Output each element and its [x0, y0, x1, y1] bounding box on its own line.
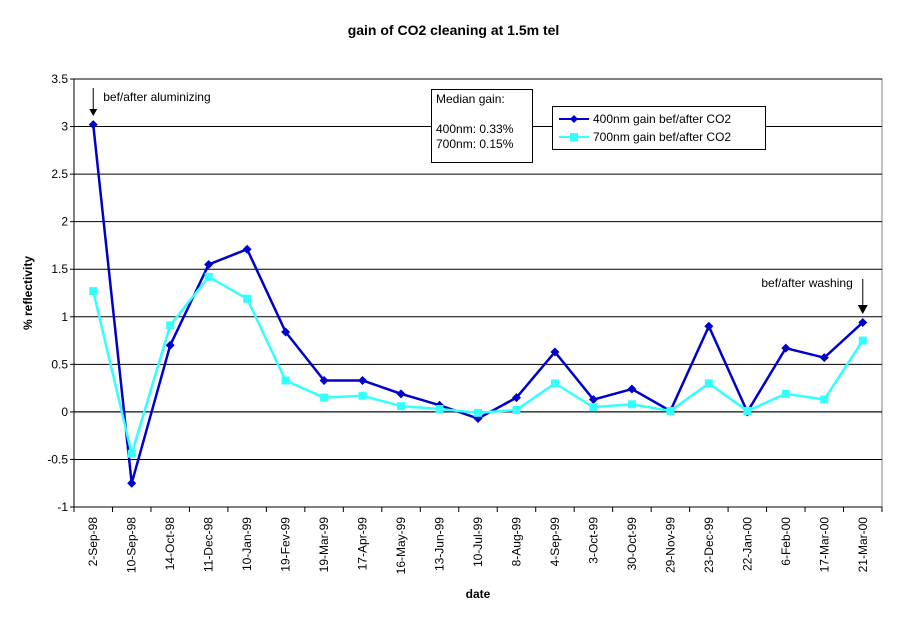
y-axis-title: % reflectivity — [21, 256, 35, 330]
data-point — [627, 384, 637, 394]
chart-title: gain of CO2 cleaning at 1.5m tel — [347, 22, 560, 38]
legend-item-700: 700nm gain bef/after CO2 — [559, 129, 731, 145]
x-tick-label: 19-Mar-99 — [317, 517, 331, 573]
median-box-line-400: 400nm: 0.33% — [436, 122, 514, 136]
plot-frame — [73, 78, 883, 508]
x-tick-label: 2-Sep-98 — [86, 517, 100, 567]
data-point — [743, 406, 752, 415]
data-point — [127, 449, 136, 458]
data-point — [820, 395, 829, 404]
annotation-arrowhead — [857, 305, 868, 314]
series-700nm — [89, 272, 867, 459]
legend-swatch-400 — [559, 115, 589, 123]
y-tick-label: 0 — [61, 405, 68, 419]
median-box-line-700: 700nm: 0.15% — [436, 137, 514, 151]
annotations: bef/after aluminizing bef/after washing — [89, 88, 868, 314]
annotation-washing: bef/after washing — [761, 276, 868, 314]
y-tick-label: -1 — [57, 500, 68, 514]
legend: 400nm gain bef/after CO2 700nm gain bef/… — [552, 106, 766, 150]
x-tick-label: 17-Apr-99 — [356, 517, 370, 571]
data-point — [358, 376, 368, 386]
data-point — [243, 294, 252, 303]
plot-area — [73, 78, 883, 508]
x-tick-label: 29-Nov-99 — [663, 517, 677, 573]
x-tick-label: 6-Feb-00 — [779, 517, 793, 566]
data-point — [435, 405, 444, 414]
data-point — [89, 287, 98, 296]
x-tick-label: 8-Aug-99 — [509, 517, 523, 567]
y-tick-label: 3.5 — [51, 72, 68, 86]
data-point — [165, 340, 175, 350]
data-point — [512, 405, 521, 414]
data-point — [396, 389, 406, 399]
data-point — [858, 336, 867, 345]
data-point — [781, 343, 791, 353]
y-tick-label: -0.5 — [47, 452, 68, 466]
y-tick-label: 1 — [61, 310, 68, 324]
legend-item-400: 400nm gain bef/after CO2 — [559, 111, 731, 127]
data-point — [588, 395, 598, 405]
data-point — [397, 402, 406, 411]
data-point — [281, 376, 290, 385]
x-tick-label: 16-May-99 — [394, 517, 408, 575]
y-tick-label: 2.5 — [51, 167, 68, 181]
legend-swatch-700 — [559, 133, 589, 141]
annotation-aluminizing: bef/after aluminizing — [89, 88, 211, 116]
data-point — [88, 120, 98, 130]
x-tick-label: 10-Sep-98 — [125, 517, 139, 573]
y-tick-label: 0.5 — [51, 357, 68, 371]
data-point — [627, 400, 636, 409]
data-point — [550, 347, 560, 357]
x-tick-label: 4-Sep-99 — [548, 517, 562, 567]
data-point — [550, 379, 559, 388]
data-point — [666, 406, 675, 415]
data-point — [589, 403, 598, 412]
x-tick-label: 30-Oct-99 — [625, 517, 639, 571]
x-tick-label: 13-Jun-99 — [433, 517, 447, 571]
x-tick-label: 14-Oct-98 — [163, 517, 177, 571]
x-tick-label: 19-Fev-99 — [279, 517, 293, 572]
data-point — [474, 408, 482, 417]
data-point — [358, 391, 367, 400]
x-tick-label: 23-Dec-99 — [702, 517, 716, 573]
data-point — [127, 478, 137, 488]
x-tick-label: 10-Jul-99 — [471, 517, 485, 567]
annotation-text: bef/after washing — [761, 276, 852, 290]
x-tick-label: 22-Jan-00 — [740, 517, 754, 571]
series-400nm — [88, 120, 868, 488]
median-box-title: Median gain: — [436, 92, 505, 106]
data-point — [204, 272, 213, 281]
data-point — [319, 376, 329, 386]
data-point — [204, 259, 214, 269]
median-gain-box: Median gain: 400nm: 0.33% 700nm: 0.15% — [431, 89, 533, 163]
data-point — [511, 393, 521, 403]
y-axis: -1 -0.5 0 0.5 1 1.5 2 2.5 3 3.5 — [47, 72, 75, 514]
x-tick-label: 3-Oct-99 — [586, 517, 600, 564]
annotation-text: bef/after aluminizing — [103, 90, 210, 104]
x-tick-label: 11-Dec-98 — [202, 517, 216, 572]
data-point — [166, 321, 175, 330]
data-point — [704, 321, 714, 331]
y-tick-label: 2 — [61, 215, 68, 229]
series-group — [88, 120, 868, 488]
data-point — [781, 389, 790, 398]
data-point — [242, 244, 252, 254]
data-point — [704, 379, 713, 388]
data-point — [281, 327, 291, 337]
legend-label-400: 400nm gain bef/after CO2 — [593, 112, 732, 126]
x-tick-label: 10-Jan-99 — [240, 517, 254, 571]
data-point — [858, 317, 868, 327]
annotation-arrowhead — [89, 109, 98, 116]
y-tick-label: 1.5 — [51, 262, 68, 276]
x-tick-label: 17-Mar-00 — [817, 517, 831, 573]
data-point — [320, 393, 329, 402]
y-tick-label: 3 — [61, 120, 68, 134]
legend-label-700: 700nm gain bef/after CO2 — [593, 130, 732, 144]
data-point — [819, 353, 829, 363]
x-axis-title: date — [466, 587, 491, 601]
x-tick-label: 21-Mar-00 — [856, 517, 870, 573]
